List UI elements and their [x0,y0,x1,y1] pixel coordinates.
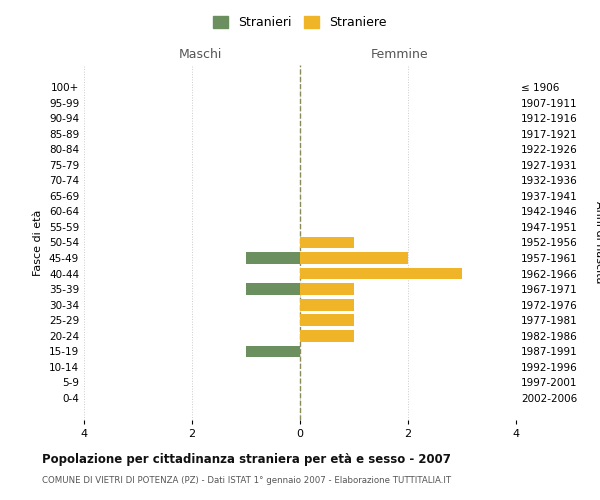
Text: Popolazione per cittadinanza straniera per età e sesso - 2007: Popolazione per cittadinanza straniera p… [42,452,451,466]
Bar [300,330,354,342]
Bar [300,268,462,280]
Bar [300,252,408,264]
Bar [300,284,354,295]
Bar [246,252,300,264]
Bar [246,284,300,295]
Bar [246,346,300,357]
Bar [300,314,354,326]
Text: Femmine: Femmine [371,48,428,62]
Bar [300,299,354,310]
Text: Maschi: Maschi [179,48,223,62]
Bar [300,236,354,248]
Legend: Stranieri, Straniere: Stranieri, Straniere [208,11,392,34]
Y-axis label: Fasce di età: Fasce di età [34,210,43,276]
Text: COMUNE DI VIETRI DI POTENZA (PZ) - Dati ISTAT 1° gennaio 2007 - Elaborazione TUT: COMUNE DI VIETRI DI POTENZA (PZ) - Dati … [42,476,451,485]
Y-axis label: Anni di nascita: Anni di nascita [594,201,600,284]
